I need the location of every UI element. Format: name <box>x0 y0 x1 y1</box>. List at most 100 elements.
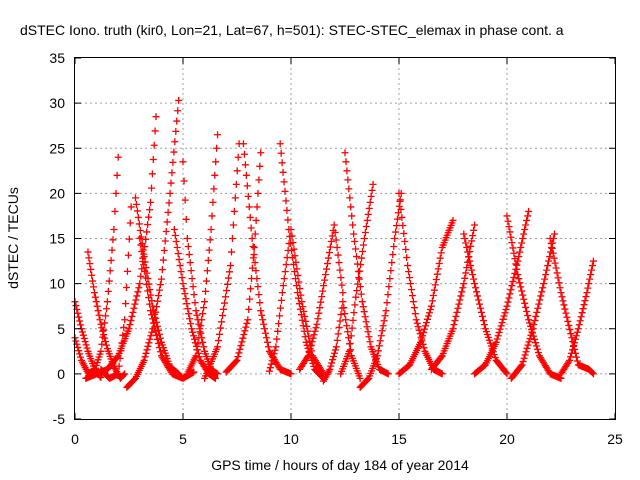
data-point <box>364 375 372 383</box>
data-point <box>81 338 89 346</box>
data-point <box>188 275 196 283</box>
data-point <box>244 316 252 324</box>
data-point <box>180 177 188 185</box>
data-point <box>455 300 463 308</box>
data-point <box>349 316 357 324</box>
data-point <box>106 267 114 275</box>
data-point <box>216 330 224 338</box>
data-point <box>362 222 370 230</box>
data-point <box>144 342 152 350</box>
data-point <box>250 251 258 259</box>
data-point <box>405 268 413 276</box>
data-point <box>516 279 524 287</box>
data-point <box>515 275 523 283</box>
data-point <box>318 293 326 301</box>
data-point <box>454 304 462 312</box>
data-point <box>183 235 191 242</box>
data-point <box>555 279 563 287</box>
data-point <box>462 239 470 247</box>
data-point <box>382 307 390 315</box>
data-point <box>121 316 129 324</box>
data-point <box>75 313 83 321</box>
data-point <box>241 161 249 169</box>
data-point <box>453 308 461 316</box>
data-point <box>512 260 520 268</box>
data-point <box>240 150 248 158</box>
data-point <box>210 185 218 193</box>
data-point <box>125 325 133 333</box>
data-point <box>536 296 544 304</box>
data-point <box>170 148 178 156</box>
data-point <box>546 235 554 242</box>
data-point <box>86 260 94 268</box>
data-point <box>588 266 596 274</box>
series-1 <box>84 248 129 382</box>
data-point <box>242 323 250 331</box>
data-point <box>121 370 129 378</box>
data-point <box>239 334 247 342</box>
data-point <box>260 320 268 328</box>
data-point <box>523 216 531 224</box>
data-point <box>144 287 152 295</box>
data-point <box>494 332 502 340</box>
data-point <box>411 310 419 318</box>
data-point <box>449 216 457 224</box>
data-point <box>190 332 198 340</box>
data-point <box>295 300 303 308</box>
data-point <box>182 295 190 303</box>
data-point <box>464 248 472 256</box>
data-point <box>360 308 368 316</box>
data-point <box>509 278 517 286</box>
data-point <box>139 254 147 262</box>
data-point <box>336 317 344 325</box>
data-point <box>519 358 527 366</box>
data-point <box>245 203 253 211</box>
data-point <box>564 317 572 325</box>
data-point <box>161 237 169 245</box>
data-point <box>191 335 199 343</box>
data-point <box>365 333 373 341</box>
data-point <box>344 176 352 184</box>
data-point <box>292 275 300 283</box>
data-point <box>349 221 357 229</box>
data-point <box>497 322 505 330</box>
data-point <box>276 140 284 148</box>
data-point <box>586 275 594 283</box>
data-point <box>418 335 426 343</box>
data-point <box>426 305 434 313</box>
data-point <box>193 311 201 319</box>
data-point <box>333 244 341 252</box>
data-point <box>202 287 210 295</box>
x-tick-label: 0 <box>71 431 79 447</box>
data-point <box>520 230 528 238</box>
data-point <box>178 274 186 282</box>
data-point <box>575 321 583 329</box>
data-point <box>130 304 138 312</box>
data-point <box>524 312 532 320</box>
data-point <box>174 250 182 258</box>
data-point <box>510 273 518 281</box>
data-point <box>508 282 516 290</box>
data-point <box>551 259 559 267</box>
data-point <box>302 338 310 346</box>
data-point <box>551 230 559 238</box>
data-point <box>509 244 517 252</box>
data-point <box>263 334 271 342</box>
data-point <box>104 287 112 295</box>
data-point <box>565 321 573 329</box>
data-point <box>201 298 209 306</box>
data-point <box>538 288 546 296</box>
data-point <box>431 281 439 289</box>
data-point <box>155 344 163 352</box>
series-22 <box>395 216 457 378</box>
data-point <box>566 356 574 364</box>
data-point <box>184 305 192 313</box>
data-point <box>342 158 350 166</box>
data-point <box>274 327 282 335</box>
data-point <box>291 268 299 276</box>
data-point <box>97 347 105 355</box>
data-point <box>91 293 99 301</box>
series-5 <box>123 96 183 391</box>
data-point <box>396 197 404 205</box>
data-point <box>520 295 528 303</box>
